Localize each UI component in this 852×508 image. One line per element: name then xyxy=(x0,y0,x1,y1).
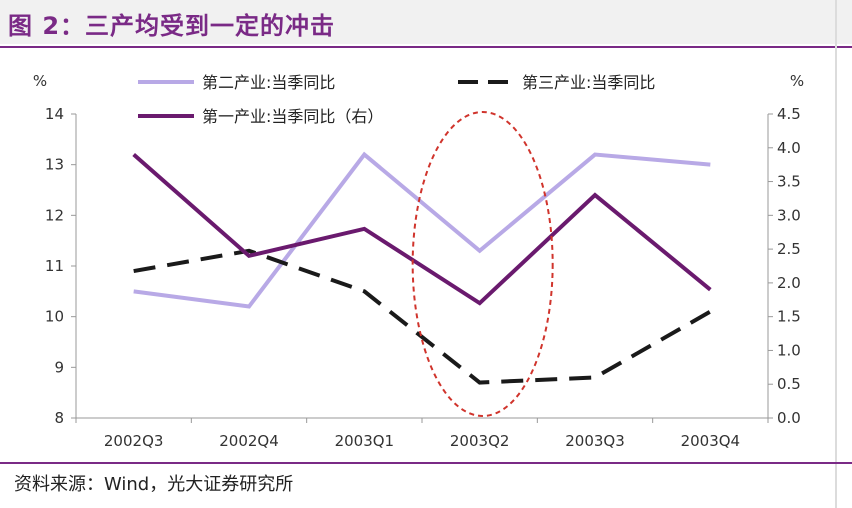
y-left-tick-label: 12 xyxy=(45,206,64,224)
title-bar xyxy=(0,0,852,44)
x-tick-label: 2003Q1 xyxy=(335,432,395,450)
x-tick-label: 2002Q3 xyxy=(104,432,164,450)
y-right-tick-label: 3.5 xyxy=(777,173,801,191)
series-line-3 xyxy=(132,153,712,306)
y-left-tick-label: 11 xyxy=(45,257,64,275)
y-right-tick-label: 1.0 xyxy=(777,341,801,359)
y-right-tick-label: 2.5 xyxy=(777,240,801,258)
y-right-tick-label: 0.5 xyxy=(777,375,801,393)
series-line-2 xyxy=(133,248,712,385)
y-right-tick-label: 4.5 xyxy=(777,105,801,123)
line-chart: % % 8 9 10 11 12 13 14 0.0 0.5 1.0 1.5 2.0 2.5 3.0 3.5 4.… xyxy=(33,72,804,450)
y-left-tick-label: 8 xyxy=(54,409,64,427)
y-right-tick-label: 4.0 xyxy=(777,139,801,157)
y-right-tick-label: 2.0 xyxy=(777,274,801,292)
x-tick-label: 2003Q2 xyxy=(450,432,510,450)
legend-label-2: 第三产业:当季同比 xyxy=(522,73,655,92)
y-left-tick-label: 9 xyxy=(54,358,64,376)
footer-divider xyxy=(0,462,852,464)
y-right-tick-label: 0.0 xyxy=(777,409,801,427)
y-axis-right-label: % xyxy=(790,72,804,90)
highlight-ellipse xyxy=(411,111,554,417)
y-axis-left-label: % xyxy=(33,72,47,90)
figure-title: 图 2：三产均受到一定的冲击 xyxy=(8,12,336,40)
page-edge xyxy=(835,0,837,508)
y-right-tick-label: 3.0 xyxy=(777,206,801,224)
series-line-1 xyxy=(133,151,711,309)
title-divider xyxy=(0,46,852,48)
x-tick-label: 2002Q4 xyxy=(219,432,279,450)
x-tick-label: 2003Q4 xyxy=(681,432,741,450)
legend-label-3: 第一产业:当季同比（右） xyxy=(202,107,383,126)
y-right-tick-label: 1.5 xyxy=(777,308,801,326)
y-left-tick-label: 14 xyxy=(45,105,64,123)
x-tick-label: 2003Q3 xyxy=(565,432,625,450)
legend-label-1: 第二产业:当季同比 xyxy=(202,73,335,92)
source-note: 资料来源：Wind，光大证券研究所 xyxy=(14,474,294,495)
y-left-tick-label: 10 xyxy=(45,308,64,326)
y-left-tick-label: 13 xyxy=(45,156,64,174)
